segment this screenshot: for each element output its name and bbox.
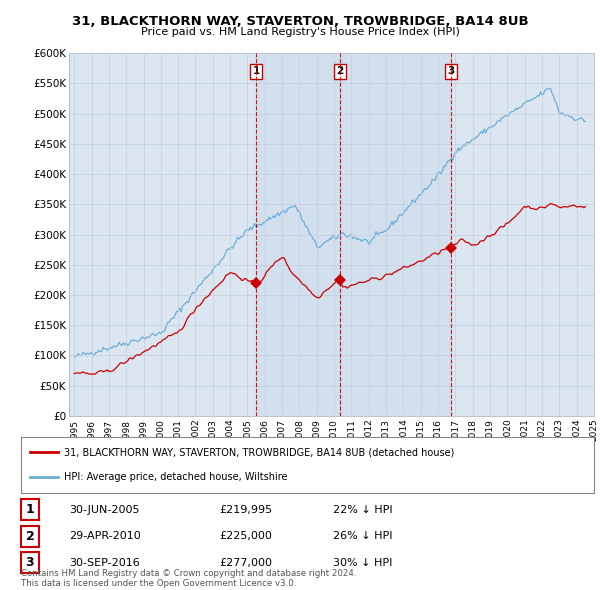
Bar xyxy=(256,53,340,416)
Text: 26% ↓ HPI: 26% ↓ HPI xyxy=(333,532,392,541)
Text: 2: 2 xyxy=(26,530,34,543)
Text: 29-APR-2010: 29-APR-2010 xyxy=(69,532,141,541)
Text: 3: 3 xyxy=(26,556,34,569)
Text: 30-JUN-2005: 30-JUN-2005 xyxy=(69,505,139,514)
Text: 30-SEP-2016: 30-SEP-2016 xyxy=(69,558,140,568)
Text: 1: 1 xyxy=(26,503,34,516)
Text: Price paid vs. HM Land Registry's House Price Index (HPI): Price paid vs. HM Land Registry's House … xyxy=(140,27,460,37)
Text: Contains HM Land Registry data © Crown copyright and database right 2024.
This d: Contains HM Land Registry data © Crown c… xyxy=(21,569,356,588)
Text: £225,000: £225,000 xyxy=(219,532,272,541)
Text: £219,995: £219,995 xyxy=(219,505,272,514)
Text: £277,000: £277,000 xyxy=(219,558,272,568)
Text: 2: 2 xyxy=(336,66,343,76)
Text: 3: 3 xyxy=(448,66,455,76)
Text: 1: 1 xyxy=(253,66,260,76)
Text: 30% ↓ HPI: 30% ↓ HPI xyxy=(333,558,392,568)
Text: HPI: Average price, detached house, Wiltshire: HPI: Average price, detached house, Wilt… xyxy=(64,472,287,482)
Text: 22% ↓ HPI: 22% ↓ HPI xyxy=(333,505,392,514)
Bar xyxy=(340,53,451,416)
Text: 31, BLACKTHORN WAY, STAVERTON, TROWBRIDGE, BA14 8UB: 31, BLACKTHORN WAY, STAVERTON, TROWBRIDG… xyxy=(71,15,529,28)
Text: 31, BLACKTHORN WAY, STAVERTON, TROWBRIDGE, BA14 8UB (detached house): 31, BLACKTHORN WAY, STAVERTON, TROWBRIDG… xyxy=(64,447,454,457)
